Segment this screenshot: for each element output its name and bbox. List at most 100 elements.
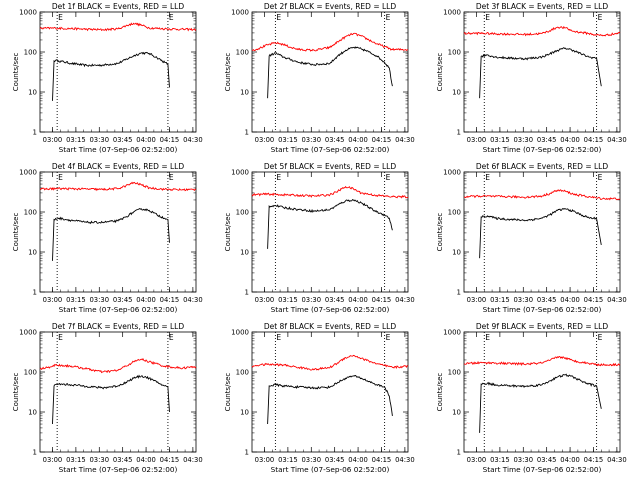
x-tick-label: 03:00 <box>467 456 487 464</box>
x-axis-label: Start Time (07-Sep-06 02:52:00) <box>483 145 602 154</box>
chart-panel-5: Det 5f BLACK = Events, RED = LLD 1 10 100 10… <box>224 162 415 314</box>
x-tick-label: 04:15 <box>160 136 180 144</box>
x-tick-label: 03:45 <box>113 456 133 464</box>
x-tick-label: 03:45 <box>537 136 557 144</box>
event-marker-flag: E <box>386 333 391 342</box>
series-line-events <box>267 46 393 99</box>
y-tick-label: 1000 <box>443 169 461 177</box>
event-marker-flag: E <box>485 333 490 342</box>
x-tick-label: 04:30 <box>183 296 203 304</box>
chart-title: Det 9f BLACK = Events, RED = LLD <box>476 322 609 331</box>
series-line-events <box>52 208 170 261</box>
y-tick-label: 100 <box>236 369 249 377</box>
event-marker-flag: E <box>276 13 281 22</box>
event-marker-flag: E <box>169 173 174 182</box>
y-tick-label: 1000 <box>19 9 37 17</box>
x-tick-label: 04:15 <box>160 296 180 304</box>
chart-panel-7: Det 7f BLACK = Events, RED = LLD 1 10 100 10… <box>12 322 203 474</box>
x-tick-label: 03:45 <box>325 456 345 464</box>
x-axis-label: Start Time (07-Sep-06 02:52:00) <box>271 465 390 474</box>
y-tick-label: 100 <box>24 369 37 377</box>
x-tick-label: 03:15 <box>490 296 510 304</box>
series-line-lld <box>463 25 621 37</box>
x-tick-label: 03:30 <box>513 136 533 144</box>
x-tick-label: 04:15 <box>372 456 392 464</box>
x-tick-label: 03:30 <box>301 456 321 464</box>
x-tick-label: 03:30 <box>89 296 109 304</box>
x-tick-label: 04:15 <box>372 136 392 144</box>
x-tick-label: 03:15 <box>490 456 510 464</box>
y-tick-label: 1000 <box>19 329 37 337</box>
series-line-events <box>52 51 170 101</box>
x-tick-label: 03:00 <box>255 296 275 304</box>
event-marker-flag: E <box>276 173 281 182</box>
x-tick-label: 03:00 <box>255 136 275 144</box>
x-tick-label: 03:30 <box>301 136 321 144</box>
x-tick-label: 03:30 <box>301 296 321 304</box>
chart-title: Det 7f BLACK = Events, RED = LLD <box>52 322 185 331</box>
chart-title: Det 1f BLACK = Events, RED = LLD <box>52 2 185 11</box>
series-line-events <box>52 374 170 425</box>
y-tick-label: 100 <box>24 209 37 217</box>
chart-title: Det 6f BLACK = Events, RED = LLD <box>476 162 609 171</box>
x-tick-label: 04:00 <box>348 456 368 464</box>
series-line-lld <box>463 189 621 201</box>
x-tick-label: 04:30 <box>395 456 415 464</box>
event-marker-flag: E <box>598 13 603 22</box>
x-tick-label: 04:15 <box>584 296 604 304</box>
x-tick-label: 04:00 <box>560 136 580 144</box>
chart-panel-9: Det 9f BLACK = Events, RED = LLD 1 10 100 10… <box>436 322 627 474</box>
y-tick-label: 1000 <box>443 9 461 17</box>
event-marker-flag: E <box>58 333 63 342</box>
x-tick-label: 03:15 <box>490 136 510 144</box>
y-axis-label: Counts/sec <box>224 373 232 412</box>
plot-frame <box>251 171 409 293</box>
y-tick-label: 100 <box>24 49 37 57</box>
x-tick-label: 03:45 <box>113 136 133 144</box>
y-tick-label: 1 <box>457 289 461 297</box>
y-tick-label: 10 <box>452 89 461 97</box>
y-tick-label: 100 <box>448 209 461 217</box>
y-tick-label: 1000 <box>231 329 249 337</box>
x-tick-label: 03:00 <box>43 296 63 304</box>
x-tick-label: 03:30 <box>89 456 109 464</box>
plot-frame <box>463 171 621 293</box>
x-tick-label: 04:30 <box>607 456 627 464</box>
series-line-lld <box>251 32 409 52</box>
y-axis-label: Counts/sec <box>436 53 444 92</box>
x-tick-label: 03:00 <box>255 456 275 464</box>
plot-frame <box>39 11 197 133</box>
y-tick-label: 1 <box>33 129 37 137</box>
series-line-events <box>267 374 393 425</box>
x-tick-label: 04:00 <box>560 456 580 464</box>
x-tick-label: 03:45 <box>537 296 557 304</box>
y-axis-label: Counts/sec <box>12 213 20 252</box>
y-tick-label: 100 <box>448 369 461 377</box>
x-tick-label: 04:15 <box>584 456 604 464</box>
y-tick-label: 10 <box>28 249 37 257</box>
series-line-lld <box>463 355 621 367</box>
event-marker-flag: E <box>598 333 603 342</box>
event-marker-flag: E <box>58 173 63 182</box>
y-tick-label: 1 <box>33 449 37 457</box>
y-tick-label: 1 <box>245 449 249 457</box>
event-marker-flag: E <box>598 173 603 182</box>
x-tick-label: 03:45 <box>325 296 345 304</box>
event-marker-flag: E <box>485 173 490 182</box>
x-tick-label: 03:15 <box>278 296 298 304</box>
x-tick-label: 03:30 <box>513 296 533 304</box>
x-tick-label: 04:15 <box>584 136 604 144</box>
x-tick-label: 04:00 <box>136 296 156 304</box>
y-tick-label: 1 <box>457 129 461 137</box>
chart-panel-6: Det 6f BLACK = Events, RED = LLD 1 10 100 10… <box>436 162 627 314</box>
series-line-lld <box>39 181 197 192</box>
chart-panel-3: Det 3f BLACK = Events, RED = LLD 1 10 100 10… <box>436 2 627 154</box>
x-axis-label: Start Time (07-Sep-06 02:52:00) <box>271 305 390 314</box>
x-tick-label: 03:45 <box>537 456 557 464</box>
y-axis-label: Counts/sec <box>224 213 232 252</box>
chart-title: Det 2f BLACK = Events, RED = LLD <box>264 2 397 11</box>
x-tick-label: 03:45 <box>325 136 345 144</box>
y-tick-label: 1 <box>245 129 249 137</box>
y-tick-label: 10 <box>452 409 461 417</box>
chart-panel-4: Det 4f BLACK = Events, RED = LLD 1 10 100 10… <box>12 162 203 314</box>
